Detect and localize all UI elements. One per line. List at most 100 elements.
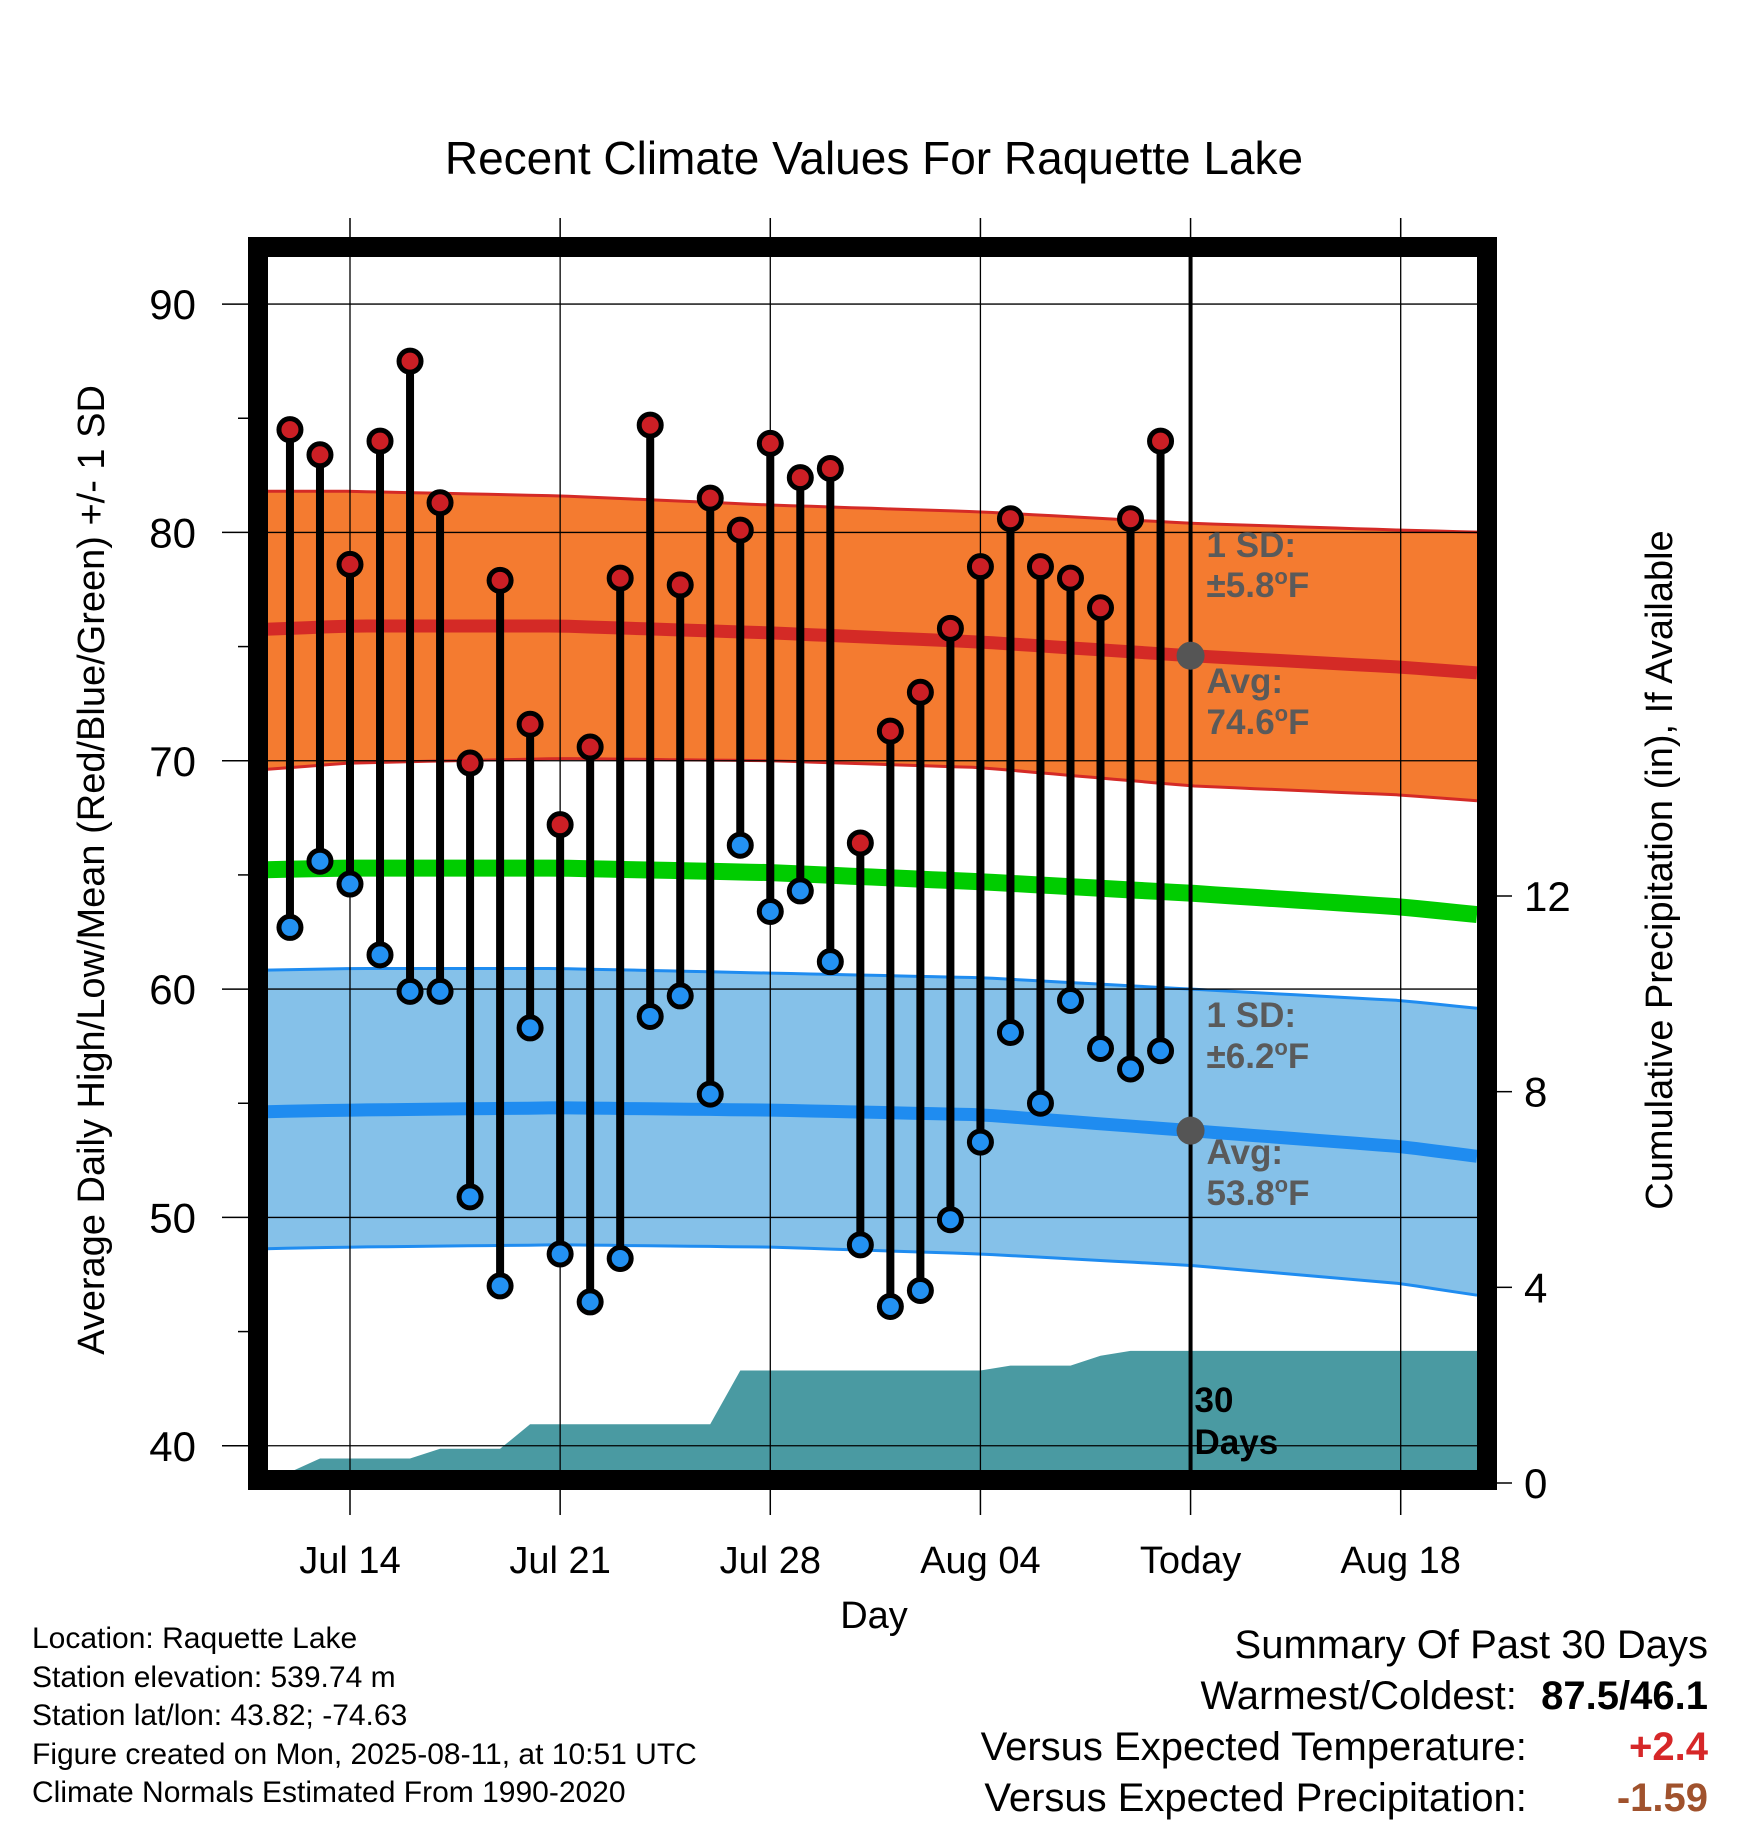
created-text: Figure created on Mon, 2025-08-11, at 10… — [32, 1737, 697, 1771]
normals-text: Climate Normals Estimated From 1990-2020 — [32, 1776, 626, 1809]
observed-high-point — [576, 733, 604, 761]
summary-temp-row: Versus Expected Temperature: +2.4 — [981, 1722, 1708, 1773]
low-avg-label: Avg: — [1207, 1133, 1283, 1172]
y-tick-label: 60 — [149, 966, 196, 1013]
high-upper-line — [266, 489, 1478, 534]
observed-high-point — [906, 678, 934, 706]
observed-high-point — [936, 614, 964, 642]
observed-high-point — [1087, 594, 1114, 622]
axis-ticks — [222, 218, 1512, 1515]
observed-high-point — [696, 484, 724, 512]
observed-low-point — [396, 977, 424, 1005]
low-sd-label: 1 SD: — [1207, 996, 1296, 1035]
chart-title: Recent Climate Values For Raquette Lake — [445, 132, 1303, 184]
summary-title: Summary Of Past 30 Days — [1234, 1623, 1708, 1667]
observed-high-point — [636, 411, 664, 439]
summary-panel: Summary Of Past 30 Days Warmest/Coldest:… — [981, 1620, 1708, 1824]
observed-low-point — [486, 1272, 514, 1300]
observed-low-point — [1056, 987, 1084, 1014]
observed-high-point — [786, 464, 814, 492]
today-low-avg-point — [1176, 1116, 1205, 1145]
observed-high-point — [666, 571, 694, 599]
plot-frame — [248, 237, 1497, 1490]
y-tick-label: 80 — [149, 509, 196, 556]
observed-low-point — [366, 941, 394, 969]
y-tick-label: 40 — [149, 1423, 196, 1470]
observed-low-point — [846, 1231, 874, 1259]
today-high-avg-point — [1176, 641, 1205, 670]
high-sd-value: ±5.8oF — [1207, 564, 1310, 605]
observed-high-point — [306, 441, 334, 469]
observed-low-point — [636, 1002, 664, 1030]
observed-low-point — [906, 1276, 934, 1304]
observed-low-point — [516, 1014, 544, 1042]
y-tick-label: 50 — [149, 1194, 196, 1241]
observed-high-point — [276, 416, 304, 444]
observed-high-point — [816, 454, 844, 482]
observed-low-point — [996, 1018, 1024, 1046]
observed-low-point — [936, 1206, 964, 1234]
low-sd-band — [266, 968, 1477, 1296]
summary-warmest-row: Warmest/Coldest: 87.5/46.1 — [981, 1671, 1709, 1722]
station-info: Location: Raquette Lake Station elevatio… — [32, 1620, 697, 1813]
observed-low-point — [1117, 1055, 1145, 1083]
high-avg-line — [265, 619, 1478, 680]
observed-high-point — [606, 564, 634, 592]
precip-area — [266, 1350, 1491, 1483]
x-tick-label: Today — [1140, 1540, 1241, 1582]
observed-low-point — [726, 831, 754, 859]
observed-low-point — [1026, 1089, 1054, 1117]
x-tick-label: Aug 18 — [1340, 1540, 1460, 1582]
observed-low-point — [786, 877, 814, 905]
x-tick-label: Aug 04 — [920, 1540, 1040, 1582]
observed-high-point — [756, 429, 784, 457]
observed-high-point — [396, 347, 424, 375]
observed-low-point — [606, 1245, 634, 1273]
observed-high-point — [996, 505, 1024, 533]
observed-high-point — [516, 710, 544, 738]
elevation-text: Station elevation: 539.74 m — [32, 1660, 396, 1694]
observed-high-point — [846, 829, 874, 857]
observed-low-point — [546, 1240, 574, 1268]
observed-low-point — [756, 897, 784, 925]
observed-low-point — [336, 870, 364, 898]
observed-high-point — [1147, 427, 1175, 455]
summary-warmest-value: 87.5/46.1 — [1541, 1674, 1708, 1718]
observed-low-point — [696, 1080, 724, 1108]
y2-tick-label: 4 — [1524, 1264, 1547, 1311]
y-tick-label: 70 — [149, 738, 196, 785]
observed-low-point — [966, 1128, 994, 1156]
latlon-text: Station lat/lon: 43.82; -74.63 — [32, 1699, 408, 1732]
x-tick-label: Jul 28 — [720, 1540, 821, 1582]
y-axis-label: Average Daily High/Low/Mean (Red/Blue/Gr… — [71, 385, 113, 1355]
observed-high-point — [1026, 553, 1054, 581]
observed-high-point — [546, 811, 574, 839]
observed-low-point — [306, 847, 334, 875]
summary-warmest-label: Warmest/Coldest: — [1200, 1674, 1517, 1718]
x-tick-label: Jul 21 — [509, 1540, 610, 1582]
summary-precip-label: Versus Expected Precipitation: — [984, 1776, 1527, 1820]
observed-low-point — [816, 948, 844, 976]
summary-precip-value: -1.59 — [1616, 1776, 1708, 1820]
observed-high-point — [486, 566, 514, 594]
observed-low-point — [876, 1292, 904, 1320]
observed-high-point — [966, 553, 994, 581]
high-avg-label: Avg: — [1207, 662, 1283, 701]
low-avg-value: 53.8oF — [1207, 1172, 1310, 1213]
high-sd-band — [266, 491, 1477, 801]
observed-low-point — [666, 982, 694, 1010]
observed-low-point — [576, 1288, 604, 1316]
y2-tick-label: 0 — [1524, 1460, 1547, 1507]
summary-precip-row: Versus Expected Precipitation: -1.59 — [981, 1773, 1708, 1824]
high-avg-value: 74.6oF — [1207, 701, 1310, 742]
observed-low-point — [276, 913, 304, 941]
y-tick-label: 90 — [149, 281, 196, 328]
observed-high-point — [426, 489, 454, 517]
days-count-label: 30 — [1195, 1381, 1234, 1420]
x-tick-label: Jul 14 — [299, 1540, 400, 1582]
y2-axis-label: Cumulative Precipitation (in), If Availa… — [1639, 530, 1681, 1209]
observed-high-point — [366, 427, 394, 455]
y2-tick-label: 12 — [1524, 873, 1571, 920]
